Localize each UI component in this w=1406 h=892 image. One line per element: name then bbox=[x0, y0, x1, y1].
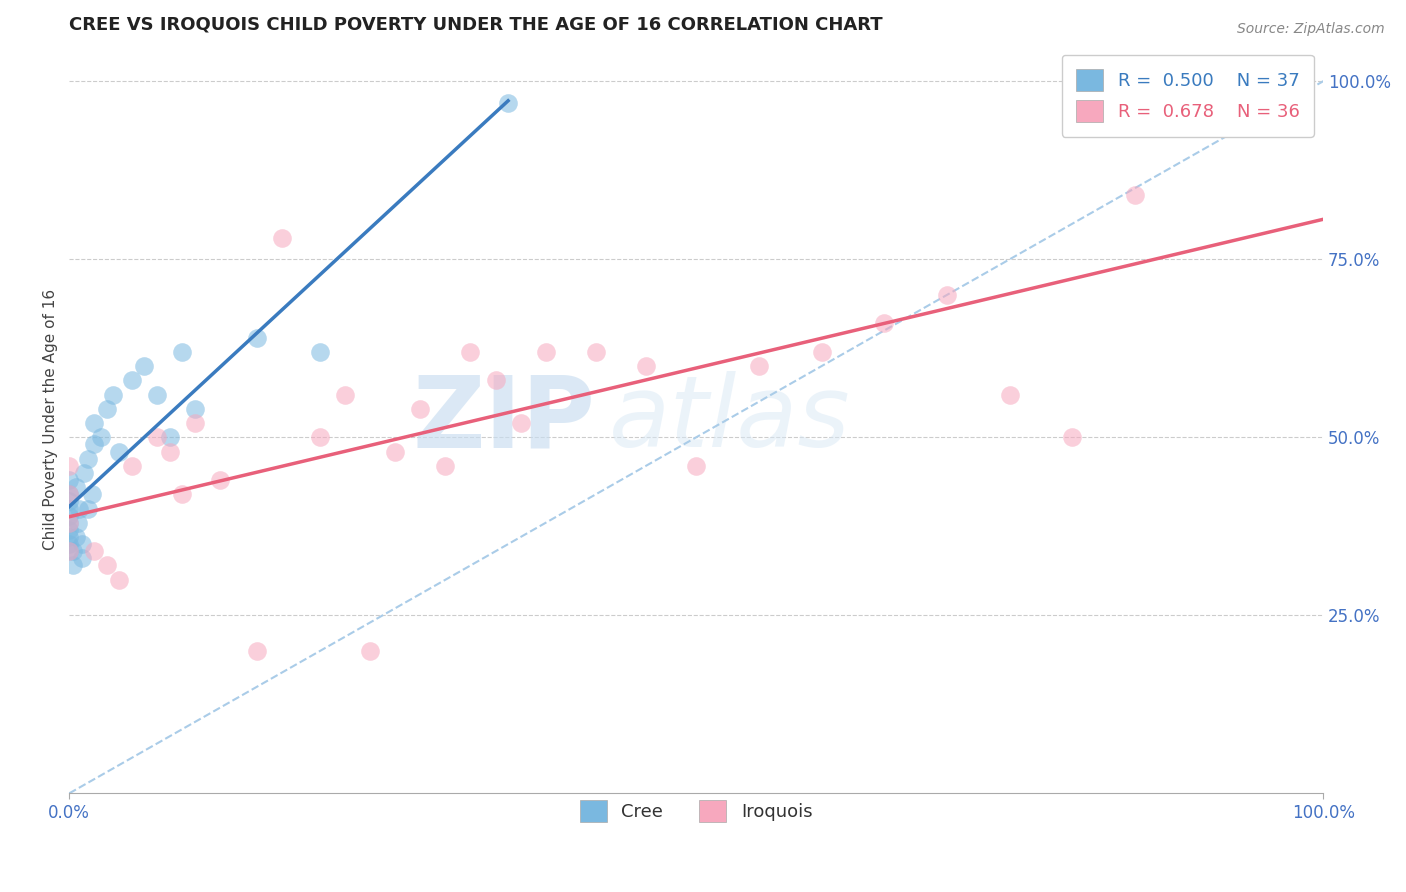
Point bbox=[271, 231, 294, 245]
Point bbox=[309, 430, 332, 444]
Point bbox=[108, 573, 131, 587]
Point bbox=[172, 487, 194, 501]
Point bbox=[359, 644, 381, 658]
Text: Source: ZipAtlas.com: Source: ZipAtlas.com bbox=[1237, 22, 1385, 37]
Point bbox=[1249, 74, 1271, 88]
Point bbox=[121, 373, 143, 387]
Point bbox=[183, 401, 205, 416]
Point bbox=[90, 430, 112, 444]
Point bbox=[159, 430, 181, 444]
Point bbox=[58, 473, 80, 487]
Point bbox=[685, 458, 707, 473]
Point bbox=[58, 508, 80, 523]
Point bbox=[585, 344, 607, 359]
Point bbox=[509, 416, 531, 430]
Text: atlas: atlas bbox=[609, 371, 851, 468]
Point bbox=[409, 401, 432, 416]
Point bbox=[77, 501, 100, 516]
Point bbox=[434, 458, 457, 473]
Text: CREE VS IROQUOIS CHILD POVERTY UNDER THE AGE OF 16 CORRELATION CHART: CREE VS IROQUOIS CHILD POVERTY UNDER THE… bbox=[69, 15, 883, 33]
Point bbox=[73, 466, 96, 480]
Point bbox=[1062, 430, 1084, 444]
Point bbox=[146, 387, 169, 401]
Point bbox=[208, 473, 231, 487]
Point bbox=[77, 451, 100, 466]
Point bbox=[66, 516, 89, 530]
Point bbox=[333, 387, 356, 401]
Point bbox=[67, 501, 90, 516]
Point bbox=[58, 494, 80, 508]
Point bbox=[58, 516, 80, 530]
Point bbox=[96, 401, 118, 416]
Point bbox=[62, 544, 84, 558]
Point bbox=[496, 95, 519, 110]
Point bbox=[998, 387, 1021, 401]
Point bbox=[70, 551, 93, 566]
Point bbox=[70, 537, 93, 551]
Text: ZIP: ZIP bbox=[413, 371, 596, 468]
Point bbox=[634, 359, 657, 373]
Point bbox=[83, 544, 105, 558]
Point bbox=[58, 516, 80, 530]
Y-axis label: Child Poverty Under the Age of 16: Child Poverty Under the Age of 16 bbox=[44, 289, 58, 550]
Point bbox=[246, 644, 269, 658]
Point bbox=[101, 387, 124, 401]
Point bbox=[484, 373, 506, 387]
Point bbox=[159, 444, 181, 458]
Point bbox=[748, 359, 770, 373]
Point bbox=[1123, 188, 1146, 202]
Point bbox=[58, 523, 80, 537]
Legend: Cree, Iroquois: Cree, Iroquois bbox=[565, 786, 827, 837]
Point bbox=[80, 487, 103, 501]
Point bbox=[172, 344, 194, 359]
Point bbox=[96, 558, 118, 573]
Point bbox=[309, 344, 332, 359]
Point bbox=[384, 444, 406, 458]
Point bbox=[534, 344, 557, 359]
Point bbox=[246, 330, 269, 344]
Point bbox=[58, 530, 80, 544]
Point bbox=[134, 359, 156, 373]
Point bbox=[83, 437, 105, 451]
Point bbox=[108, 444, 131, 458]
Point bbox=[65, 530, 87, 544]
Point bbox=[58, 537, 80, 551]
Point bbox=[58, 487, 80, 501]
Point bbox=[58, 544, 80, 558]
Point bbox=[460, 344, 482, 359]
Point bbox=[146, 430, 169, 444]
Point bbox=[183, 416, 205, 430]
Point bbox=[83, 416, 105, 430]
Point bbox=[936, 288, 959, 302]
Point bbox=[873, 317, 896, 331]
Point bbox=[121, 458, 143, 473]
Point bbox=[58, 544, 80, 558]
Point bbox=[65, 480, 87, 494]
Point bbox=[58, 487, 80, 501]
Point bbox=[810, 344, 832, 359]
Point bbox=[58, 501, 80, 516]
Point bbox=[58, 458, 80, 473]
Point bbox=[62, 558, 84, 573]
